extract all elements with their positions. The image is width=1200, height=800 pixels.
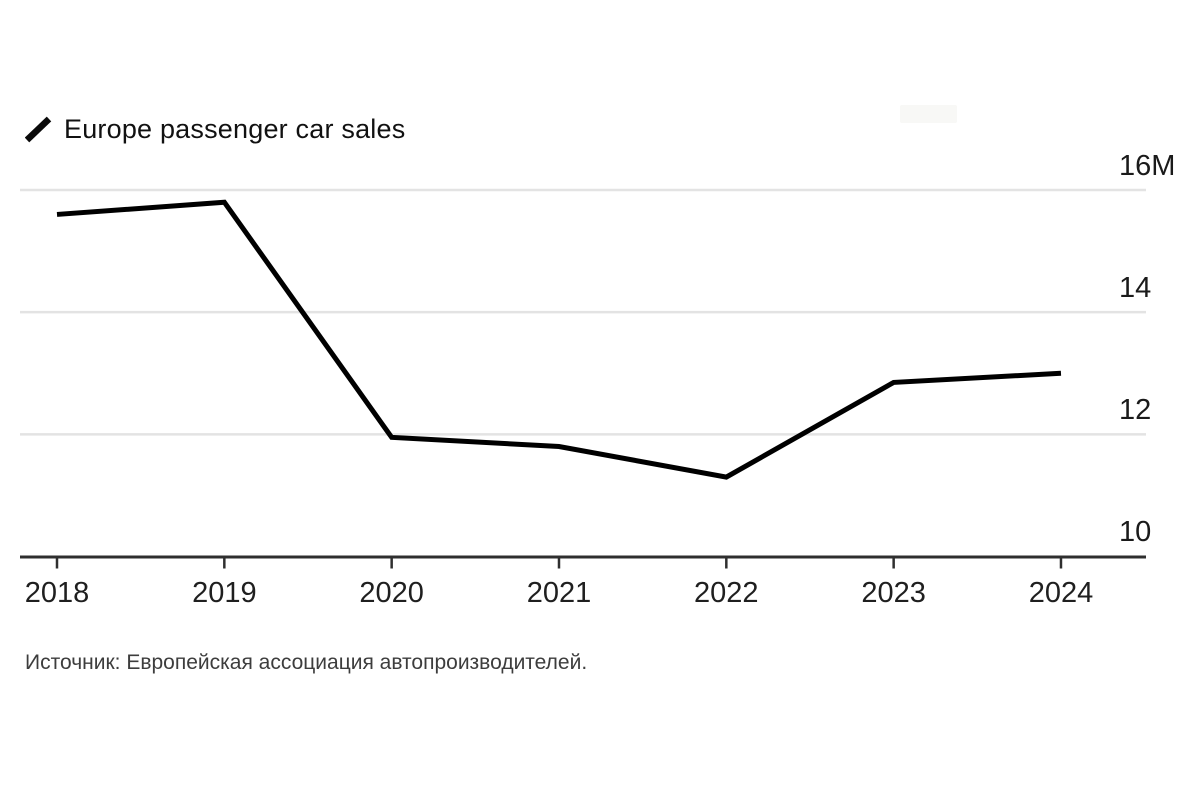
line-series-marker-icon xyxy=(25,116,52,142)
source-note: Источник: Европейская ассоциация автопро… xyxy=(25,651,588,674)
legend: Europe passenger car sales xyxy=(25,112,405,146)
legend-label: Europe passenger car sales xyxy=(64,113,406,144)
sales-line-series xyxy=(56,199,1062,480)
watermark-remnant xyxy=(900,105,957,123)
